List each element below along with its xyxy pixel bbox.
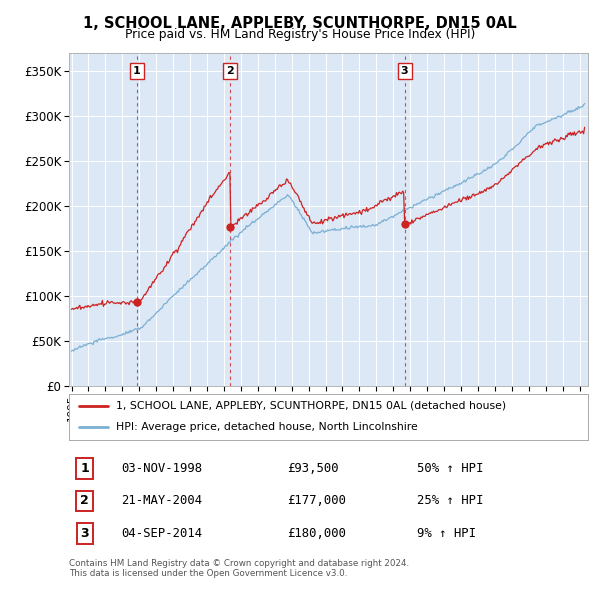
Text: 04-SEP-2014: 04-SEP-2014 (121, 527, 202, 540)
Text: 21-MAY-2004: 21-MAY-2004 (121, 494, 202, 507)
Text: Contains HM Land Registry data © Crown copyright and database right 2024.: Contains HM Land Registry data © Crown c… (69, 559, 409, 568)
Text: 2: 2 (80, 494, 89, 507)
Text: 25% ↑ HPI: 25% ↑ HPI (417, 494, 483, 507)
Text: This data is licensed under the Open Government Licence v3.0.: This data is licensed under the Open Gov… (69, 569, 347, 578)
Text: £180,000: £180,000 (287, 527, 346, 540)
Text: 03-NOV-1998: 03-NOV-1998 (121, 462, 202, 475)
Text: 9% ↑ HPI: 9% ↑ HPI (417, 527, 476, 540)
Text: 50% ↑ HPI: 50% ↑ HPI (417, 462, 483, 475)
Text: HPI: Average price, detached house, North Lincolnshire: HPI: Average price, detached house, Nort… (116, 422, 418, 432)
Text: 1, SCHOOL LANE, APPLEBY, SCUNTHORPE, DN15 0AL: 1, SCHOOL LANE, APPLEBY, SCUNTHORPE, DN1… (83, 16, 517, 31)
Text: 3: 3 (80, 527, 89, 540)
Text: 2: 2 (226, 66, 234, 76)
Text: 3: 3 (401, 66, 409, 76)
Text: £93,500: £93,500 (287, 462, 338, 475)
Text: 1: 1 (80, 462, 89, 475)
Text: 1: 1 (133, 66, 140, 76)
Text: £177,000: £177,000 (287, 494, 346, 507)
Text: Price paid vs. HM Land Registry's House Price Index (HPI): Price paid vs. HM Land Registry's House … (125, 28, 475, 41)
Text: 1, SCHOOL LANE, APPLEBY, SCUNTHORPE, DN15 0AL (detached house): 1, SCHOOL LANE, APPLEBY, SCUNTHORPE, DN1… (116, 401, 506, 411)
